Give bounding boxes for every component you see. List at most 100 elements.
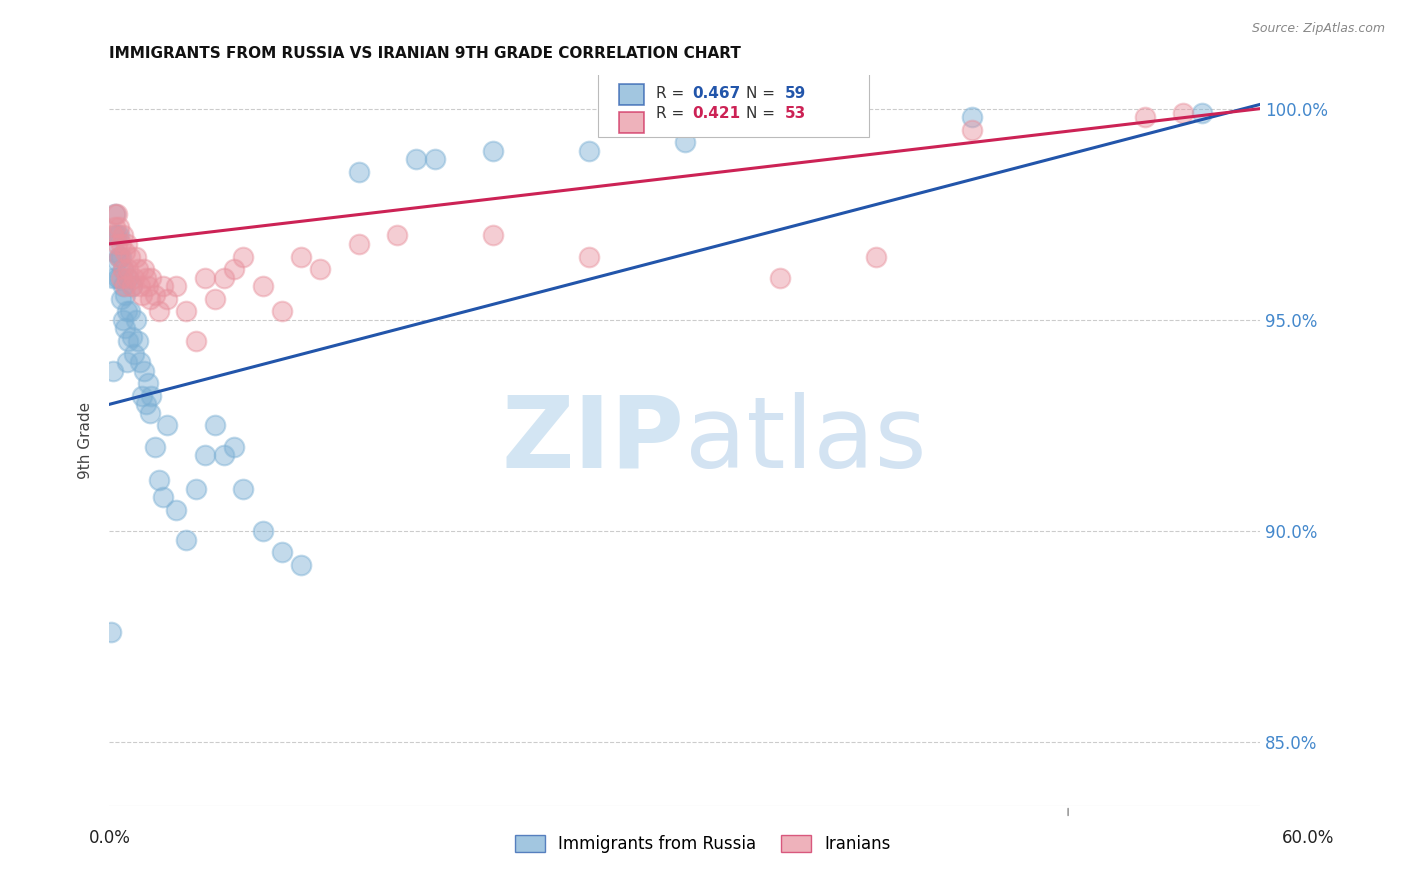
Point [347, 236, 370, 251]
Text: N =: N = [745, 106, 779, 121]
Point [121, 279, 143, 293]
Text: N =: N = [745, 86, 779, 101]
Point [143, 287, 166, 301]
Point [141, 270, 163, 285]
Point [105, 270, 128, 285]
Point [960, 110, 983, 124]
FancyBboxPatch shape [619, 85, 644, 105]
Text: 60.0%: 60.0% [1281, 829, 1334, 847]
Point [115, 304, 138, 318]
Text: ZIP: ZIP [502, 392, 685, 489]
Point [104, 228, 127, 243]
Point [194, 448, 217, 462]
Point [110, 236, 132, 251]
Point [184, 334, 207, 348]
Point [100, 625, 122, 640]
Text: 53: 53 [785, 106, 806, 121]
Point [132, 262, 155, 277]
Point [769, 270, 792, 285]
Point [114, 279, 136, 293]
Point [132, 363, 155, 377]
Point [120, 250, 142, 264]
Point [578, 250, 600, 264]
Point [1133, 110, 1156, 124]
Point [136, 376, 159, 391]
Point [101, 228, 124, 243]
Point [105, 207, 128, 221]
Point [117, 334, 139, 348]
Point [347, 165, 370, 179]
Point [135, 397, 157, 411]
Point [121, 279, 143, 293]
Legend: Immigrants from Russia, Iranians: Immigrants from Russia, Iranians [506, 827, 900, 862]
Point [105, 228, 128, 243]
Point [104, 207, 127, 221]
Point [174, 304, 197, 318]
Point [129, 279, 152, 293]
Point [108, 250, 131, 264]
Point [108, 250, 131, 264]
Point [214, 270, 236, 285]
Point [110, 250, 132, 264]
Point [143, 440, 166, 454]
Point [148, 474, 170, 488]
Point [252, 279, 274, 293]
Point [194, 270, 217, 285]
Point [960, 123, 983, 137]
Point [101, 270, 124, 285]
Text: R =: R = [655, 106, 689, 121]
Point [1191, 106, 1213, 120]
Point [385, 228, 408, 243]
Text: 0.421: 0.421 [693, 106, 741, 121]
Text: 59: 59 [785, 86, 806, 101]
Point [290, 250, 312, 264]
Point [114, 287, 136, 301]
Point [673, 136, 696, 150]
Point [121, 330, 143, 344]
Point [115, 355, 138, 369]
Point [138, 292, 160, 306]
FancyBboxPatch shape [599, 72, 869, 137]
Point [405, 153, 427, 167]
Point [232, 482, 254, 496]
Point [165, 279, 187, 293]
Point [252, 524, 274, 538]
Point [425, 153, 447, 167]
Point [270, 545, 292, 559]
Point [110, 270, 132, 285]
Y-axis label: 9th Grade: 9th Grade [79, 401, 93, 479]
FancyBboxPatch shape [619, 112, 644, 133]
Text: Source: ZipAtlas.com: Source: ZipAtlas.com [1251, 22, 1385, 36]
Point [184, 482, 207, 496]
Point [131, 287, 153, 301]
Point [114, 321, 136, 335]
Text: 0.467: 0.467 [693, 86, 741, 101]
Point [111, 262, 134, 277]
Point [104, 207, 127, 221]
Point [114, 245, 136, 260]
Point [290, 558, 312, 572]
Point [127, 262, 149, 277]
Point [127, 334, 149, 348]
Point [156, 418, 179, 433]
Point [108, 219, 131, 234]
Point [135, 270, 157, 285]
Point [120, 304, 142, 318]
Point [122, 270, 145, 285]
Point [222, 262, 245, 277]
Point [104, 245, 127, 260]
Point [105, 236, 128, 251]
Point [122, 346, 145, 360]
Point [111, 262, 134, 277]
Point [232, 250, 254, 264]
Point [152, 490, 174, 504]
Point [108, 270, 131, 285]
Point [222, 440, 245, 454]
Text: IMMIGRANTS FROM RUSSIA VS IRANIAN 9TH GRADE CORRELATION CHART: IMMIGRANTS FROM RUSSIA VS IRANIAN 9TH GR… [110, 46, 741, 62]
Point [214, 448, 236, 462]
Point [481, 144, 503, 158]
Point [141, 389, 163, 403]
Point [117, 270, 139, 285]
Point [117, 262, 139, 277]
Point [138, 406, 160, 420]
